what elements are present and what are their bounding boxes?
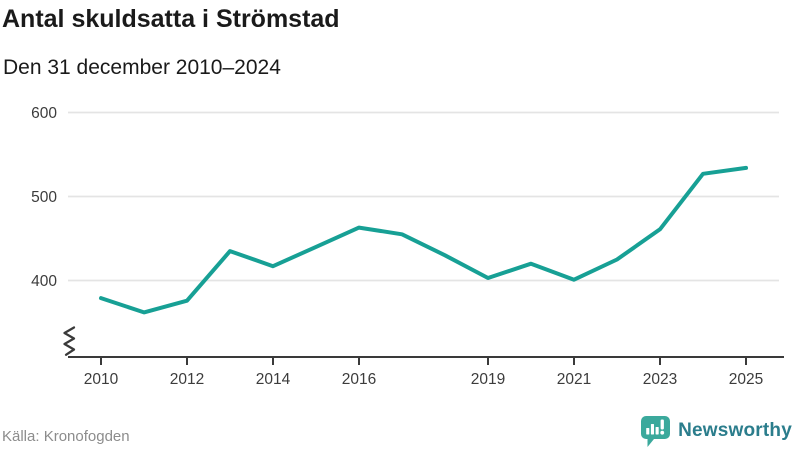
x-axis-tick-label: 2016: [342, 371, 376, 388]
data-line-series: [99, 165, 748, 315]
x-axis-tick-label: 2023: [643, 371, 677, 388]
y-axis-tick-label: 600: [31, 105, 57, 122]
page-title: Antal skuldsatta i Strömstad: [2, 5, 340, 33]
x-axis-tick-label: 2012: [170, 371, 204, 388]
speech-bubble-shape: [641, 415, 671, 447]
x-axis-tick-label: 2014: [256, 371, 291, 388]
x-axis-tick-label: 2025: [729, 371, 763, 388]
chart-subtitle: Den 31 december 2010–2024: [3, 56, 281, 79]
newsworthy-logo: Newsworthy: [640, 414, 792, 448]
x-axis-tick-label: 2021: [557, 371, 591, 388]
y-axis-tick-label: 500: [31, 189, 57, 206]
axis-break-icon: [63, 326, 76, 356]
newsworthy-wordmark: Newsworthy: [678, 420, 792, 441]
x-axis-tick-label: 2010: [84, 371, 119, 388]
source-credit: Källa: Kronofogden: [2, 428, 130, 445]
exclamation-glyph: [660, 419, 665, 435]
x-axis-tick-label: 2019: [471, 371, 505, 388]
y-axis-tick-label: 400: [31, 273, 57, 290]
newsworthy-bar-chart-bubble-icon: [641, 415, 671, 447]
bar-chart-glyph: [646, 423, 659, 434]
